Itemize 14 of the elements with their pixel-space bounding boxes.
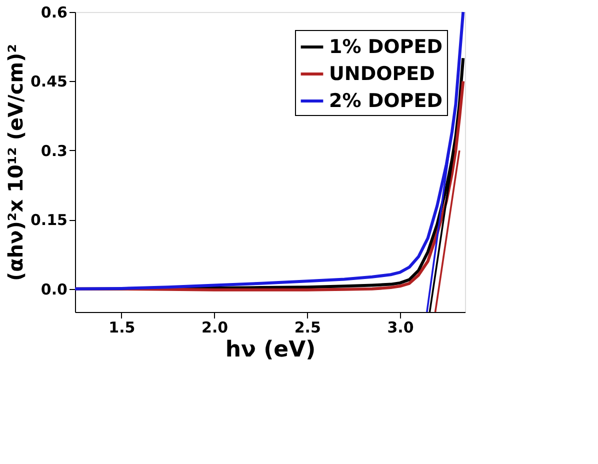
x-tick-label: 2.0: [201, 318, 228, 336]
y-tick-label: 0.15: [30, 211, 68, 230]
x-axis-title: hν (eV): [225, 338, 316, 362]
y-tick-label: 0.6: [40, 4, 68, 22]
x-tick-label: 1.5: [108, 318, 136, 336]
y-axis-title: (αhν)²x 10¹² (eV/cm)²: [3, 44, 28, 281]
legend-label: 1% DOPED: [329, 36, 442, 58]
legend-label: UNDOPED: [329, 63, 435, 85]
y-tick-label: 0.3: [40, 142, 68, 160]
x-tick-label: 2.5: [294, 318, 321, 336]
legend-label: 2% DOPED: [329, 90, 442, 112]
y-tick-label: 0.0: [40, 280, 68, 298]
x-tick-label: 3.0: [387, 318, 414, 336]
y-tick-label: 0.45: [30, 72, 68, 91]
